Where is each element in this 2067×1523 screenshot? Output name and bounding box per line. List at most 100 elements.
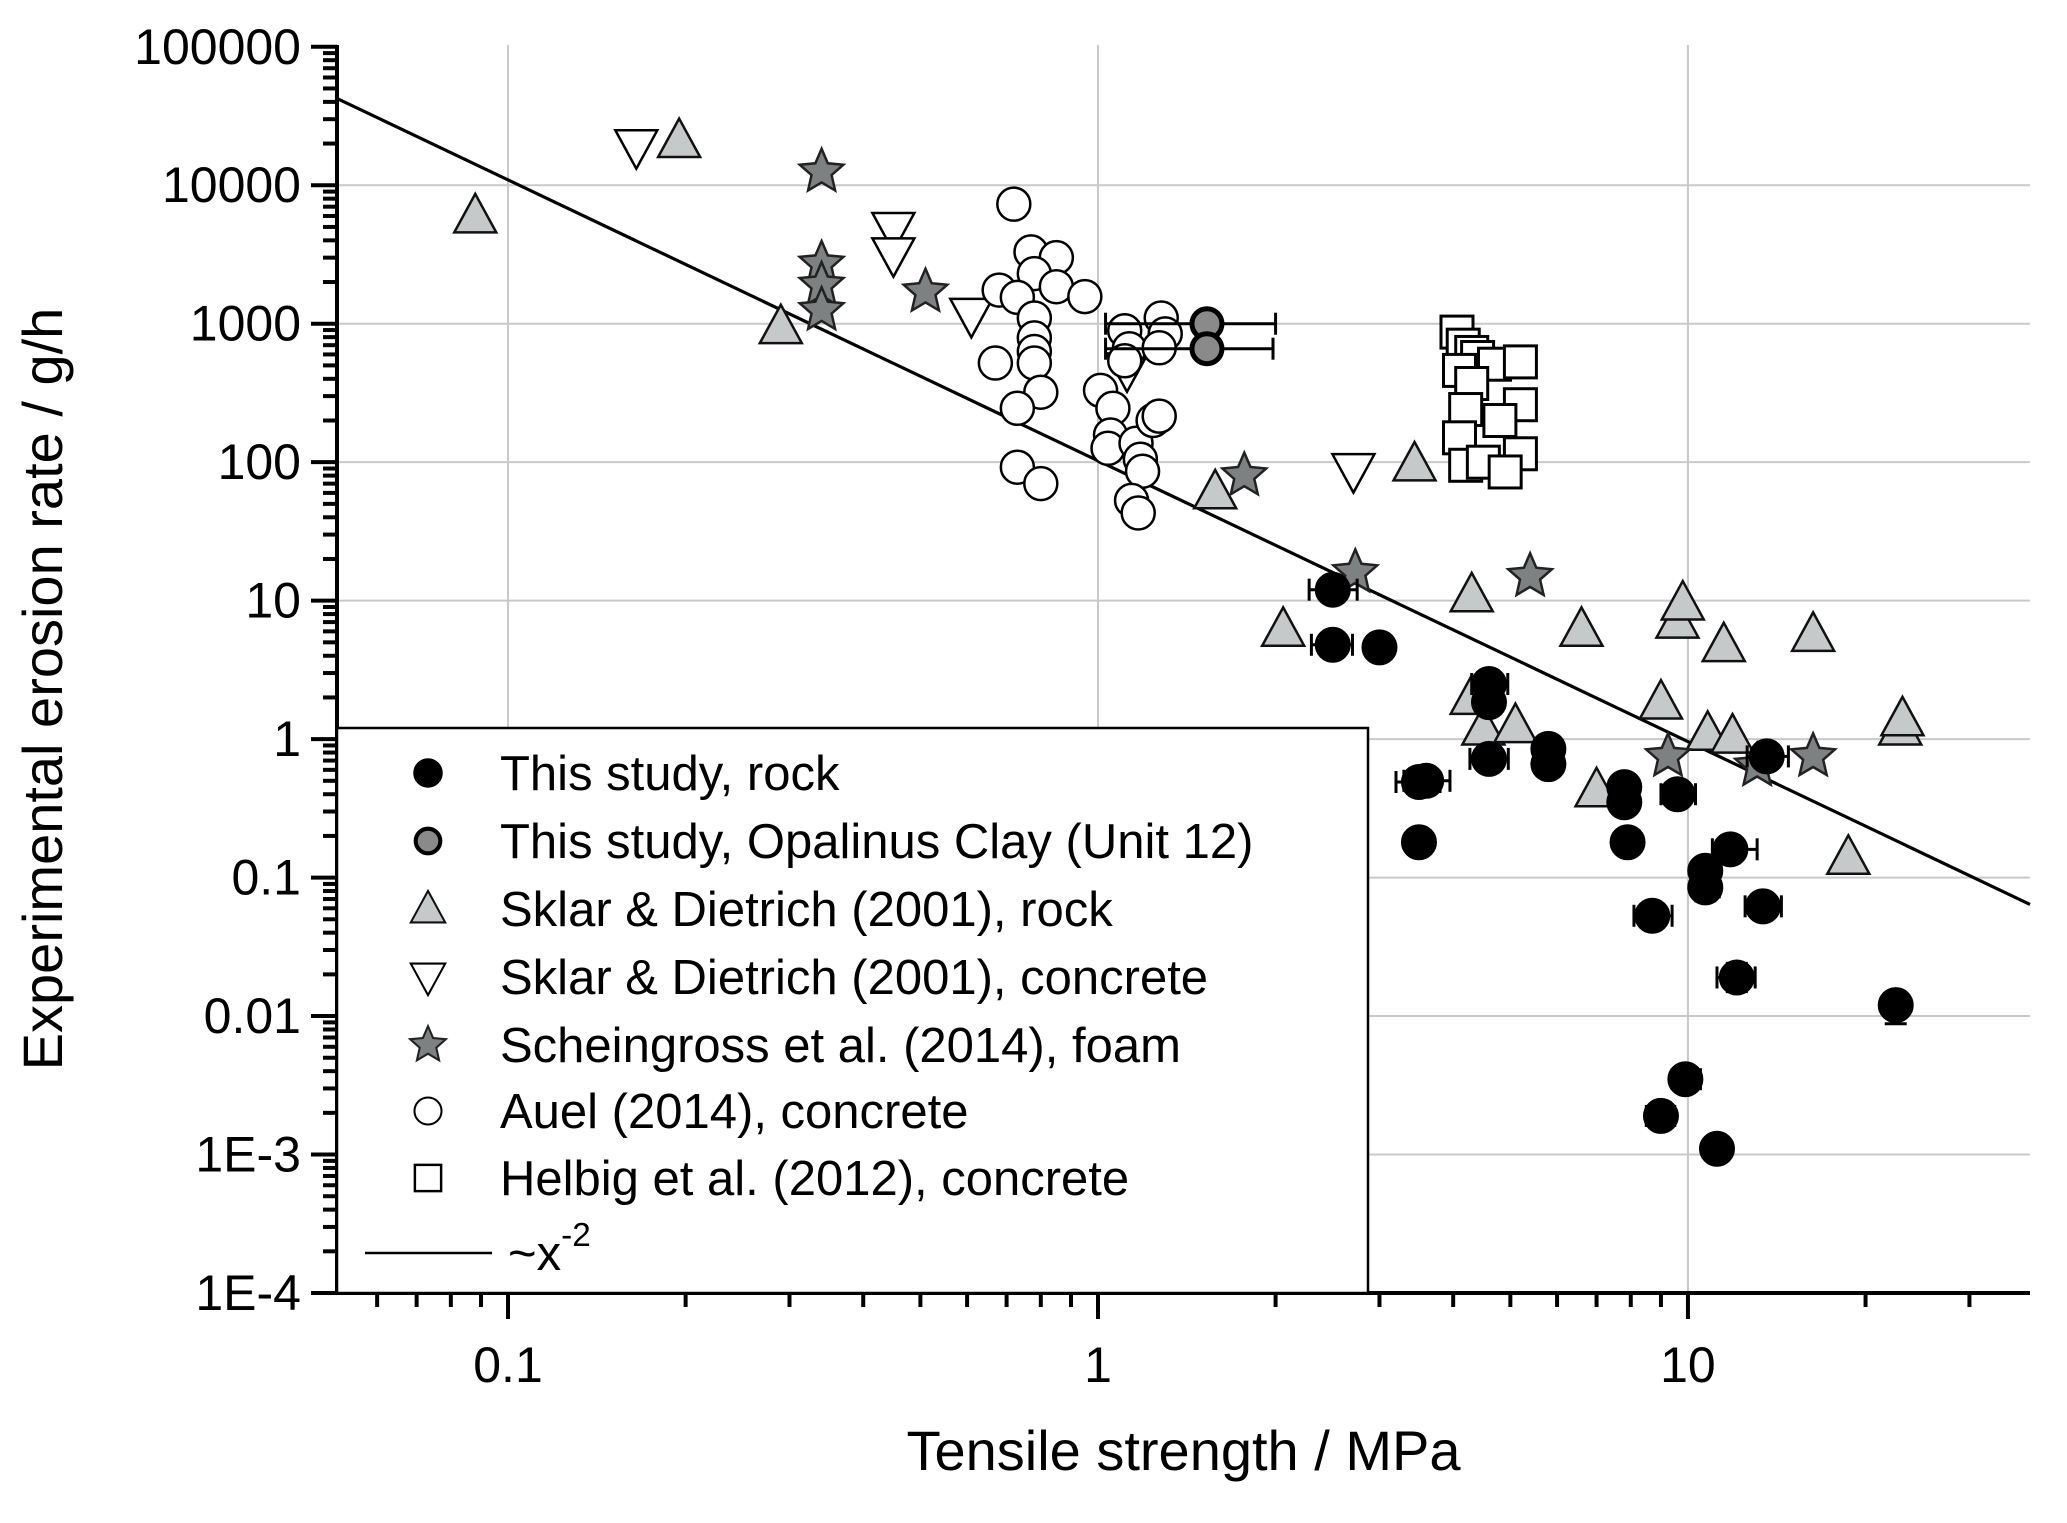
point-this_study_rock xyxy=(1400,824,1437,861)
series-scheingross_foam xyxy=(796,145,1839,788)
point-this_study_rock xyxy=(1748,738,1785,775)
point-sklar_rock xyxy=(1192,467,1239,510)
point-this_study_rock xyxy=(1470,740,1507,777)
point-this_study_rock xyxy=(1718,959,1755,996)
legend-item-sklar_rock: Sklar & Dietrich (2001), rock xyxy=(409,883,1113,937)
point-sklar_rock xyxy=(1709,711,1756,754)
point-auel_concrete xyxy=(1023,465,1059,502)
legend-label: Sklar & Dietrich (2001), rock xyxy=(500,883,1113,937)
y-tick-label: 1000 xyxy=(190,296,301,352)
x-axis-title: Tensile strength / MPa xyxy=(906,1419,1461,1482)
legend-item-helbig_concrete: Helbig et al. (2012), concrete xyxy=(413,1152,1129,1206)
legend-marker-circle xyxy=(413,758,443,788)
point-auel_concrete xyxy=(1067,278,1103,315)
point-this_study_rock xyxy=(1698,1130,1735,1167)
legend-item-this_study_rock: This study, rock xyxy=(413,747,840,801)
point-sklar_rock xyxy=(1637,677,1685,720)
legend-label: Sklar & Dietrich (2001), concrete xyxy=(500,951,1208,1005)
point-this_study_rock xyxy=(1609,824,1646,861)
y-tick-label: 100000 xyxy=(134,19,301,75)
point-helbig_concrete xyxy=(1502,344,1538,380)
point-this_study_rock xyxy=(1667,1061,1704,1098)
point-sklar_rock xyxy=(1659,578,1706,621)
point-auel_concrete xyxy=(1106,343,1143,379)
y-tick-label: 100 xyxy=(218,434,301,490)
y-tick-label: 0.1 xyxy=(231,850,301,906)
point-sklar_rock xyxy=(757,302,804,345)
point-sklar_concrete xyxy=(948,297,995,340)
point-auel_concrete xyxy=(1016,345,1053,381)
legend-marker-circle xyxy=(413,1096,443,1126)
point-scheingross_foam xyxy=(1788,730,1839,778)
series-this_study_opalinus xyxy=(1104,306,1278,367)
y-axis-title: Experimental erosion rate / g/h xyxy=(11,308,74,1071)
point-scheingross_foam xyxy=(1219,449,1270,497)
point-scheingross_foam xyxy=(796,145,847,193)
legend-marker-star xyxy=(407,1023,449,1063)
legend-marker-triangle-down xyxy=(409,962,447,998)
axis-layer: 0.1 1 10 100000 10000 1000 100 10 1 0.1 0.01 1E-3 1E… xyxy=(134,19,2030,1393)
point-auel_concrete xyxy=(999,390,1036,427)
point-sklar_rock xyxy=(1260,604,1307,648)
legend-item-sklar_concrete: Sklar & Dietrich (2001), concrete xyxy=(409,951,1208,1005)
point-sklar_rock xyxy=(1879,694,1926,737)
point-sklar_concrete xyxy=(613,129,660,172)
point-sklar_rock xyxy=(656,115,703,159)
point-sklar_rock xyxy=(1391,439,1438,482)
legend-label: This study, Opalinus Clay (Unit 12) xyxy=(500,815,1253,869)
point-this_study_rock xyxy=(1530,746,1567,783)
point-auel_concrete xyxy=(1120,495,1156,531)
legend-item-scheingross_foam: Scheingross et al. (2014), foam xyxy=(407,1019,1181,1073)
x-tick-label: 10 xyxy=(1660,1337,1716,1393)
point-this_study_rock xyxy=(1712,831,1749,868)
point-auel_concrete xyxy=(977,345,1014,381)
point-auel_concrete xyxy=(1141,398,1177,434)
point-this_study_rock xyxy=(1314,626,1351,663)
axis-label-layer: Tensile strength / MPa Experimental eros… xyxy=(11,308,1461,1482)
point-sklar_rock xyxy=(452,191,499,234)
legend-marker-triangle-up xyxy=(409,888,447,924)
y-tick-label: 1 xyxy=(273,711,301,767)
legend-label: Scheingross et al. (2014), foam xyxy=(500,1019,1181,1073)
point-helbig_concrete xyxy=(1487,454,1523,490)
point-this_study_rock xyxy=(1314,571,1351,608)
series-auel_concrete xyxy=(977,186,1183,531)
point-this_study_rock xyxy=(1408,762,1445,799)
point-this_study_rock xyxy=(1606,784,1643,821)
point-sklar_concrete xyxy=(1330,452,1377,496)
legend-box xyxy=(335,726,1370,1295)
legend-label-superscript: -2 xyxy=(561,1217,591,1254)
point-this_study_rock xyxy=(1877,987,1914,1024)
point-scheingross_foam xyxy=(796,284,847,332)
series-helbig_concrete xyxy=(1439,314,1538,490)
point-helbig_concrete xyxy=(1448,392,1484,428)
point-sklar_rock xyxy=(1492,701,1539,744)
point-this_study_rock xyxy=(1687,869,1724,906)
legend-label: Helbig et al. (2012), concrete xyxy=(500,1152,1129,1206)
point-sklar_concrete xyxy=(870,237,917,280)
point-scheingross_foam xyxy=(1643,730,1693,778)
y-tick-label: 1E-3 xyxy=(195,1127,301,1183)
point-helbig_concrete xyxy=(1482,403,1518,439)
y-tick-label: 0.01 xyxy=(204,988,301,1044)
point-this_study_opalinus xyxy=(1189,331,1225,367)
point-scheingross_foam xyxy=(900,265,951,313)
x-tick-label: 0.1 xyxy=(473,1337,543,1393)
point-sklar_rock xyxy=(1790,609,1837,653)
legend: This study, rock This study, Opalinus Cla… xyxy=(335,726,1370,1295)
x-tick-label: 1 xyxy=(1084,1337,1112,1393)
legend-item-auel_concrete: Auel (2014), concrete xyxy=(413,1085,969,1139)
point-sklar_rock xyxy=(1558,604,1605,648)
legend-item-this_study_opalinus: This study, Opalinus Clay (Unit 12) xyxy=(413,815,1253,869)
point-this_study_rock xyxy=(1361,629,1398,666)
series-this_study_rock xyxy=(1307,571,1914,1167)
legend-label: This study, rock xyxy=(500,747,840,801)
point-sklar_rock xyxy=(1825,832,1872,875)
legend-marker-circle xyxy=(413,826,443,856)
point-this_study_rock xyxy=(1642,1097,1679,1134)
point-sklar_concrete xyxy=(870,211,917,255)
y-tick-label: 1E-4 xyxy=(195,1265,301,1321)
point-auel_concrete xyxy=(996,186,1032,222)
legend-marker-square xyxy=(413,1163,443,1193)
